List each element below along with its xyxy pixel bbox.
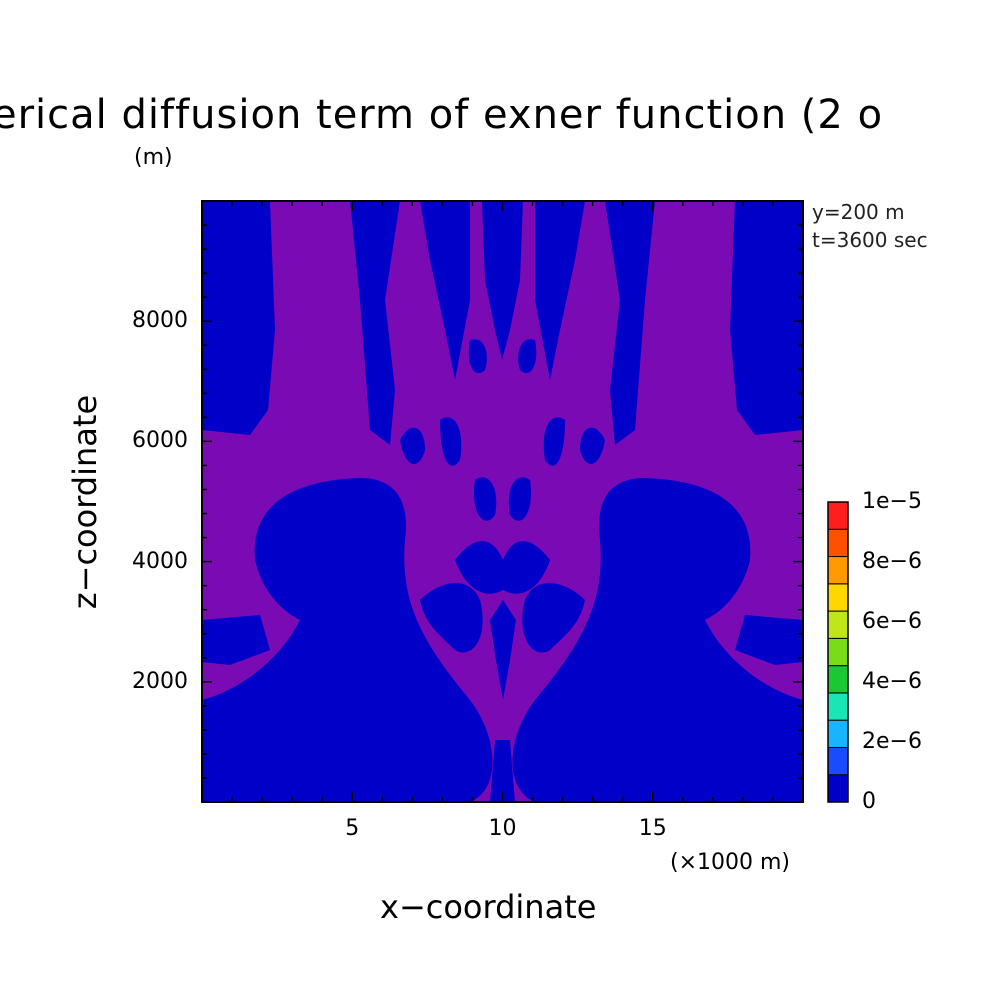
x-unit-label: (×1000 m): [670, 850, 791, 875]
contour-region: [535, 201, 585, 380]
x-tick-label: 5: [345, 816, 360, 841]
contour-region: [440, 417, 462, 466]
colorbar-tick-label: 4e−6: [862, 669, 922, 694]
colorbar-band: [827, 774, 849, 803]
x-tick-label: 10: [488, 816, 517, 841]
contour-region: [202, 615, 270, 665]
contour-region: [413, 690, 481, 802]
y-tick-label: 8000: [132, 308, 188, 334]
contour-region: [543, 417, 565, 466]
contour-region: [202, 201, 275, 435]
contour-region: [400, 427, 425, 464]
contour-region: [490, 740, 515, 802]
chart-title: erical diffusion term of exner function …: [0, 92, 884, 138]
colorbar-band: [827, 556, 849, 585]
colorbar-tick-label: 0: [862, 789, 876, 814]
contour-region: [474, 477, 497, 521]
colorbar-tick-label: 8e−6: [862, 549, 922, 574]
colorbar-tick-label: 6e−6: [862, 609, 922, 634]
contour-region: [420, 201, 470, 380]
colorbar-band: [827, 692, 849, 721]
y-tick-label: 6000: [132, 428, 188, 454]
contour-region: [490, 600, 516, 700]
y-tick-label: 4000: [132, 548, 188, 574]
contour-region: [518, 339, 537, 374]
contour-region: [735, 615, 803, 665]
contour-region: [580, 427, 605, 464]
colorbar-band: [827, 610, 849, 639]
contour-region: [730, 201, 803, 435]
contour-region: [300, 201, 400, 445]
colorbar-band: [827, 528, 849, 558]
colorbar-frame: [827, 501, 849, 803]
colorbar-band: [827, 637, 849, 667]
contour-region: [605, 201, 705, 445]
contour-region: [524, 690, 592, 802]
contour-region: [420, 583, 483, 653]
x-tick-label: 15: [638, 816, 667, 841]
colorbar-band: [827, 719, 849, 748]
colorbar-band: [827, 583, 849, 612]
contour-region: [482, 201, 523, 360]
y-unit-label: (m): [134, 145, 173, 170]
colorbar-tick-label: 2e−6: [862, 729, 922, 754]
x-axis-label: x−coordinate: [380, 888, 597, 926]
contour-region: [522, 583, 585, 653]
colorbar-band: [827, 746, 849, 776]
colorbar-tick-label: 1e−5: [862, 489, 922, 514]
contour-region: [455, 541, 550, 594]
colorbar-band: [827, 665, 849, 694]
y-tick-label: 2000: [132, 668, 188, 694]
annotation-y: y=200 m: [812, 200, 905, 224]
contour-region: [468, 339, 487, 374]
contour-field: [202, 201, 803, 802]
contour-region: [202, 700, 310, 725]
colorbar: [827, 501, 849, 803]
contour-region: [695, 700, 803, 725]
colorbar-band: [827, 501, 849, 530]
plot-axes: [201, 200, 804, 803]
contour-region: [508, 477, 531, 521]
annotation-t: t=3600 sec: [812, 228, 928, 252]
